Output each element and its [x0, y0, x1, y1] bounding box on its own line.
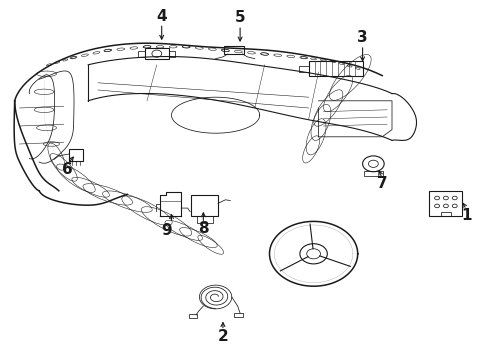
Text: 9: 9 — [161, 223, 172, 238]
Text: 4: 4 — [156, 9, 167, 24]
Text: 7: 7 — [377, 176, 388, 191]
Text: 5: 5 — [235, 10, 245, 26]
Text: 3: 3 — [357, 30, 368, 45]
Text: 2: 2 — [218, 329, 228, 344]
Text: 6: 6 — [62, 162, 73, 177]
Text: 8: 8 — [198, 221, 209, 236]
Text: 1: 1 — [461, 208, 472, 224]
